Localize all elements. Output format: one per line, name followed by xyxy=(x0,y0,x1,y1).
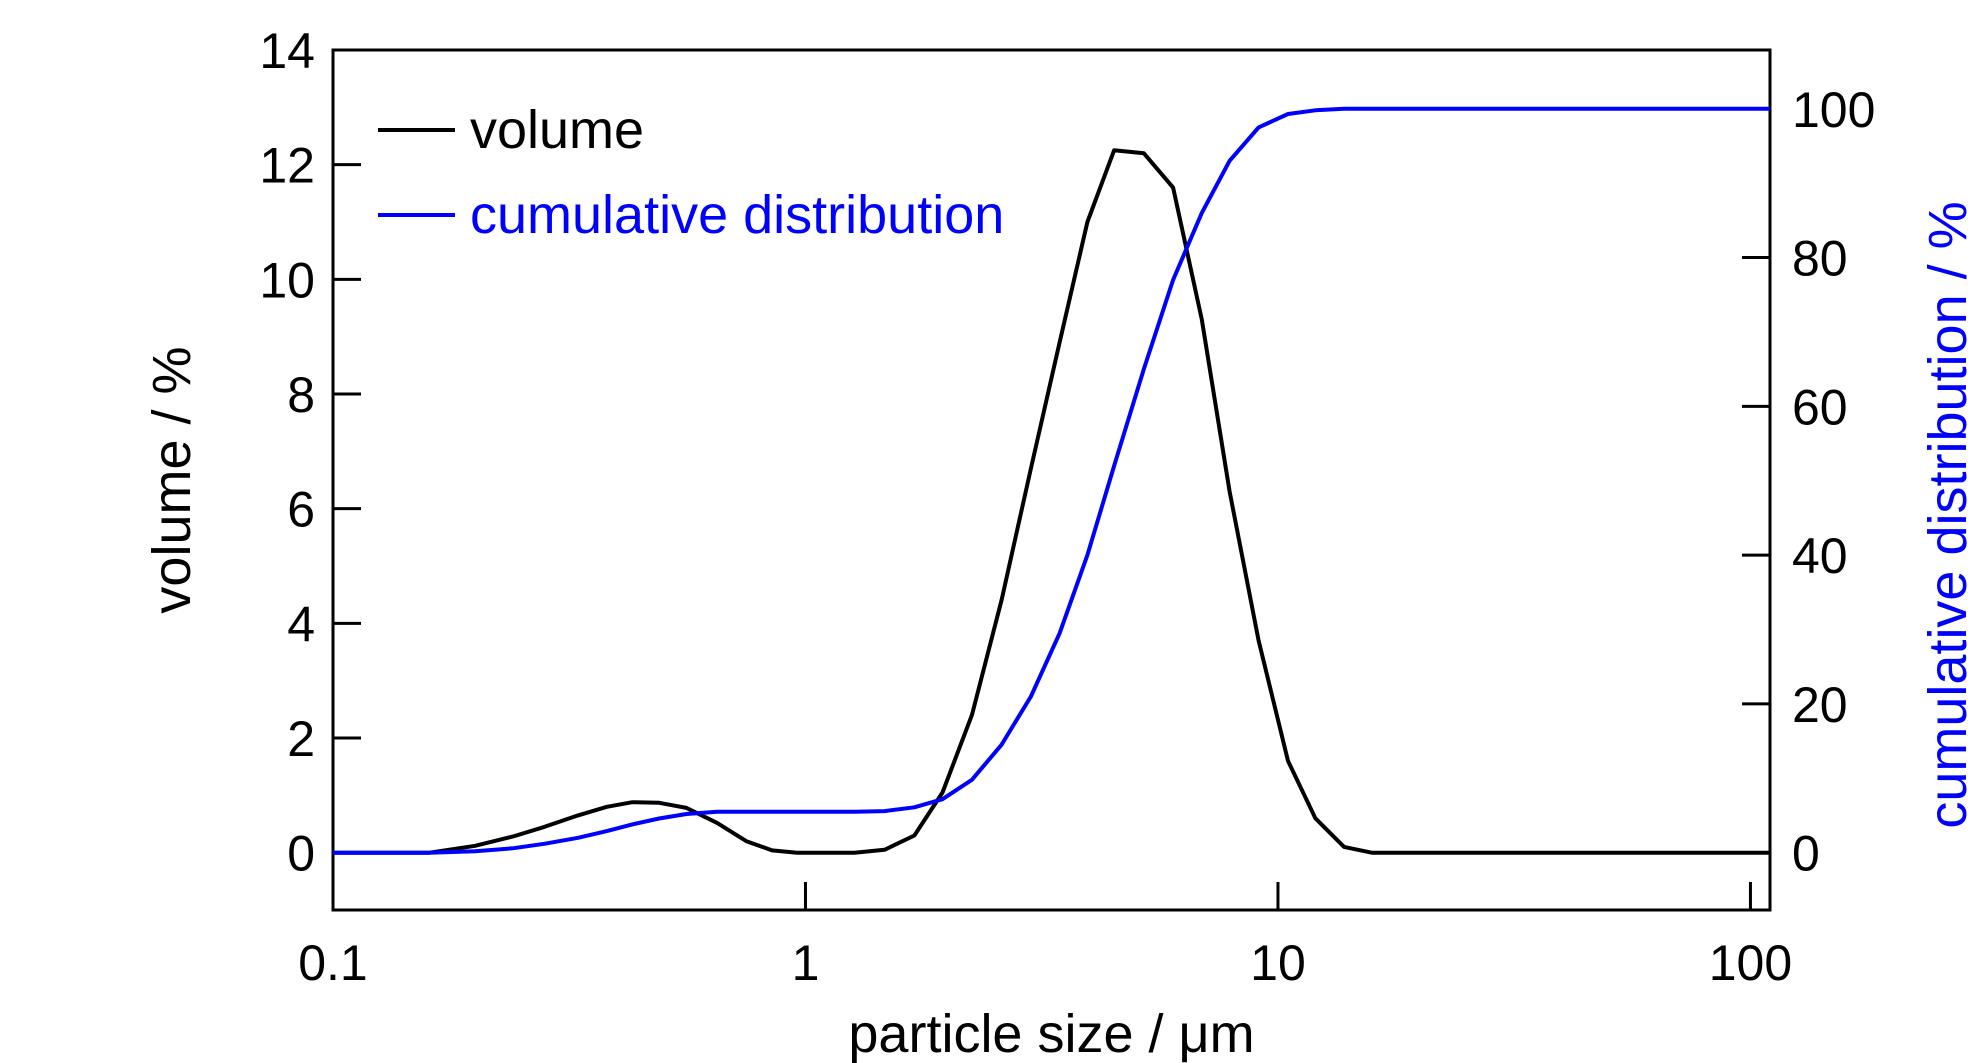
y2-tick-label: 80 xyxy=(1792,231,1848,287)
y-axis-right: 0 20 40 60 80 100 xyxy=(1742,82,1875,882)
legend-label-cumulative-distribution: cumulative distribution xyxy=(470,185,1004,245)
y2-tick-label: 100 xyxy=(1792,82,1875,138)
y2-tick-label: 0 xyxy=(1792,826,1820,882)
series-layer xyxy=(333,106,1770,855)
y-axis-title: volume / % xyxy=(142,346,202,613)
legend-label-volume: volume xyxy=(470,100,644,160)
y2-tick-label: 40 xyxy=(1792,528,1848,584)
x-tick-label: 100 xyxy=(1709,935,1792,991)
y-tick-label: 8 xyxy=(287,367,315,423)
plot-frame xyxy=(331,48,1772,912)
series-line-volume xyxy=(333,148,1770,855)
y-tick-label: 4 xyxy=(287,596,315,652)
y-tick-label: 6 xyxy=(287,482,315,538)
y-tick-label: 14 xyxy=(259,23,315,79)
y-tick-label: 10 xyxy=(259,252,315,308)
y-axis-left: 0 2 4 6 8 10 12 14 xyxy=(259,23,361,882)
y-tick-label: 12 xyxy=(259,138,315,194)
legend: volume cumulative distribution xyxy=(378,100,1004,245)
y2-tick-label: 60 xyxy=(1792,379,1848,435)
x-axis: 0.1 1 10 100 xyxy=(298,882,1792,991)
series-line-cumulative-distribution xyxy=(333,106,1770,855)
x-tick-label: 10 xyxy=(1250,935,1306,991)
x-axis-title: particle size / μm xyxy=(848,1004,1254,1063)
y2-tick-label: 20 xyxy=(1792,677,1848,733)
y2-axis-title: cumulative distribution / % xyxy=(1918,201,1978,828)
y-tick-label: 0 xyxy=(287,826,315,882)
x-tick-label: 0.1 xyxy=(298,935,368,991)
x-tick-label: 1 xyxy=(792,935,820,991)
y-tick-label: 2 xyxy=(287,711,315,767)
